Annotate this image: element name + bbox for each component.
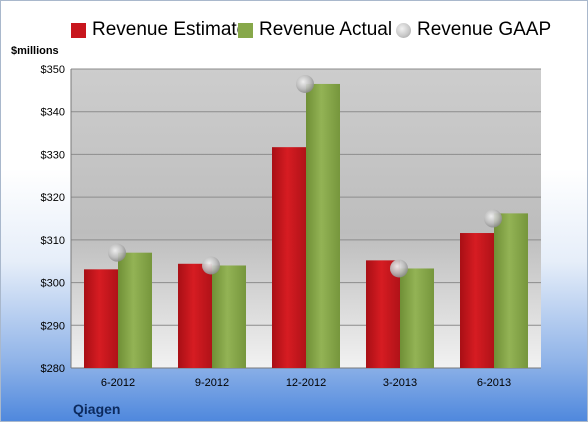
- legend-swatch-actual: [238, 22, 253, 38]
- legend-item-gaap: Revenue GAAP: [396, 17, 551, 43]
- legend-marker-gaap: [396, 22, 411, 38]
- legend-label-estimate: Revenue Estimate: [92, 19, 248, 40]
- y-tick-label: $280: [41, 363, 65, 375]
- legend-swatch-estimate: [71, 22, 86, 38]
- y-tick-label: $320: [41, 192, 65, 204]
- y-tick-label: $300: [41, 278, 65, 290]
- bar-revenue-actual: [494, 213, 528, 368]
- bar-revenue-estimate: [366, 260, 400, 368]
- x-tick-label: 9-2012: [195, 377, 229, 389]
- point-revenue-gaap: [390, 259, 408, 278]
- point-revenue-gaap: [296, 74, 314, 93]
- y-tick-label: $310: [41, 235, 65, 247]
- legend-item-estimate: Revenue Estimate: [71, 17, 247, 43]
- legend-label-gaap: Revenue GAAP: [417, 19, 552, 40]
- bar-revenue-actual: [118, 252, 152, 368]
- bar-revenue-estimate: [272, 147, 306, 368]
- x-tick-label: 3-2013: [383, 377, 417, 389]
- y-tick-label: $330: [41, 149, 65, 161]
- bar-revenue-estimate: [178, 263, 212, 368]
- point-revenue-gaap: [484, 209, 502, 228]
- y-tick-label: $350: [41, 64, 65, 76]
- x-tick-label: 6-2012: [101, 377, 135, 389]
- bar-revenue-actual: [212, 265, 246, 368]
- legend-item-actual: Revenue Actual: [238, 17, 392, 43]
- y-tick-label: $340: [41, 107, 65, 119]
- x-tick-label: 6-2013: [477, 377, 511, 389]
- y-tick-label: $290: [41, 320, 65, 332]
- company-name: Qiagen: [73, 401, 121, 417]
- bar-revenue-estimate: [84, 269, 118, 368]
- point-revenue-gaap: [202, 256, 220, 275]
- legend-label-actual: Revenue Actual: [259, 19, 393, 40]
- y-axis-unit-label: $millions: [11, 45, 59, 57]
- point-revenue-gaap: [108, 243, 126, 262]
- bar-revenue-estimate: [460, 233, 494, 368]
- legend: Revenue Estimate Revenue Actual Revenue …: [1, 17, 587, 43]
- bar-revenue-actual: [306, 83, 340, 368]
- bar-revenue-actual: [400, 268, 434, 368]
- x-tick-label: 12-2012: [286, 377, 326, 389]
